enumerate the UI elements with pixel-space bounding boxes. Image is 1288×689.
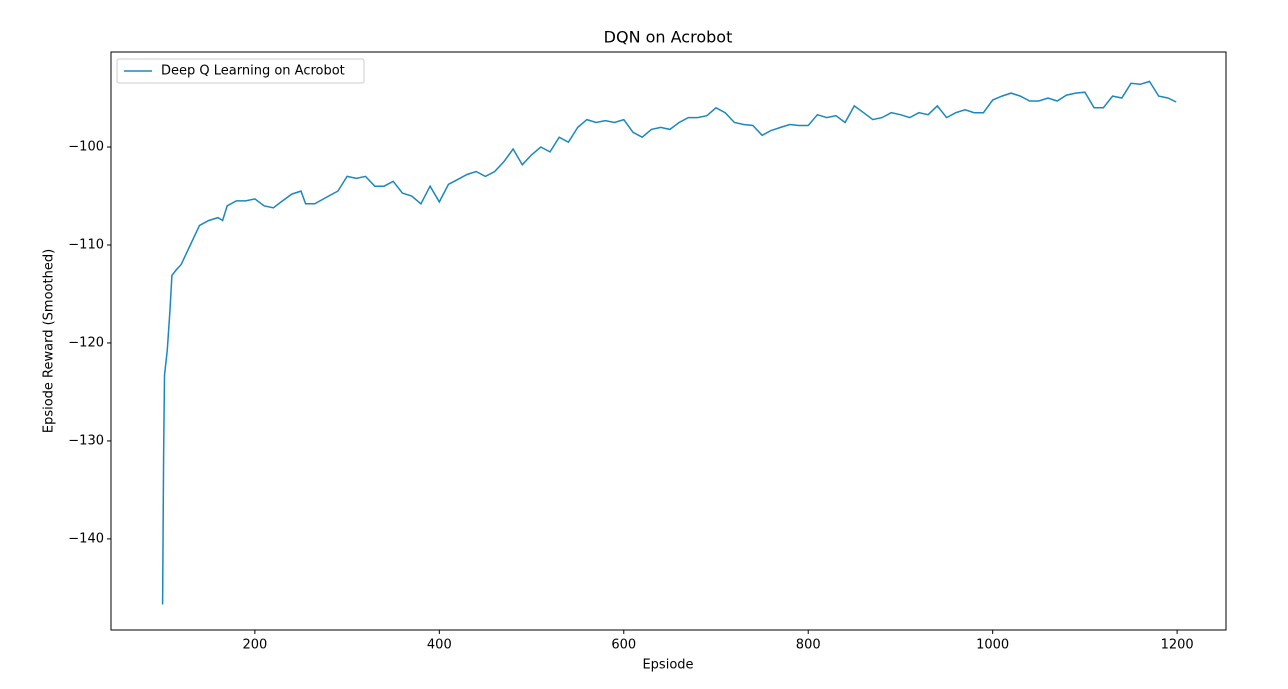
- y-tick-label: −120: [68, 335, 104, 350]
- x-tick-label: 200: [242, 638, 267, 653]
- y-axis-label: Epsiode Reward (Smoothed): [42, 249, 57, 433]
- data-line: [161, 80, 1177, 605]
- x-tick-label: 1200: [1161, 638, 1194, 653]
- y-tick-label: −130: [68, 433, 104, 448]
- y-tick-label: −100: [68, 140, 104, 155]
- y-tick-label: −110: [68, 237, 104, 252]
- legend-box: [116, 58, 365, 84]
- legend-label: Deep Q Learning on Acrobot: [161, 64, 345, 79]
- x-tick-label: 600: [611, 638, 636, 653]
- x-axis-label: Epsiode: [642, 658, 693, 673]
- x-tick-label: 800: [796, 638, 821, 653]
- x-tick-label: 400: [427, 638, 452, 653]
- chart-title: DQN on Acrobot: [604, 28, 733, 47]
- plot-frame: [110, 51, 1227, 631]
- x-tick-label: 1000: [976, 638, 1009, 653]
- y-tick-label: −140: [68, 531, 104, 546]
